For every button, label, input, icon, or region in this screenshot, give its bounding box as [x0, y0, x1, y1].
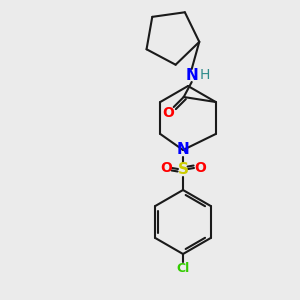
Text: Cl: Cl: [176, 262, 190, 275]
Text: S: S: [178, 163, 188, 178]
Text: O: O: [194, 161, 206, 175]
Text: O: O: [160, 161, 172, 175]
Text: N: N: [177, 142, 189, 158]
Text: H: H: [200, 68, 210, 82]
Text: N: N: [185, 68, 198, 82]
Text: O: O: [162, 106, 174, 120]
